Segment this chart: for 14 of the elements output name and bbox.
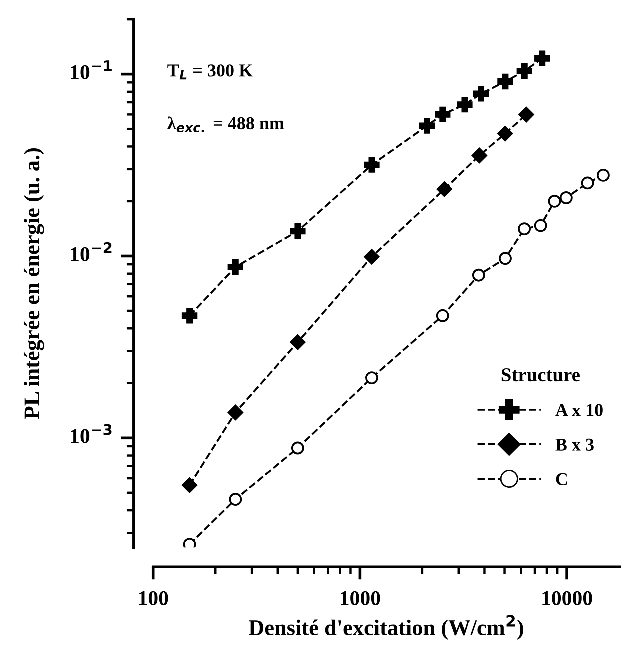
x-tick-label: 100 — [139, 591, 168, 606]
y-tick-label: 10$^{−1}$ — [71, 60, 112, 80]
x-tick-label: 1000 — [341, 591, 380, 606]
legend-title: Structure — [502, 368, 580, 382]
legend-label: B x 3 — [556, 438, 594, 451]
legend-label: A x 10 — [556, 404, 603, 416]
y-tick-label: 10$^{−2}$ — [71, 242, 112, 262]
x-axis-title: Densité d'excitation (W/cm$^{2}$) — [248, 615, 524, 640]
y-tick-label: 10$^{−3}$ — [71, 424, 112, 444]
annotation: λ$_{exc.}$ = 488 nm — [168, 116, 284, 133]
y-axis-title: PL intégrée en énergie (u. a.) — [24, 148, 44, 420]
x-tick-label: 10000 — [542, 591, 592, 606]
legend-label: C — [556, 473, 568, 486]
annotation: T$_{L}$ = 300 K — [168, 64, 253, 80]
